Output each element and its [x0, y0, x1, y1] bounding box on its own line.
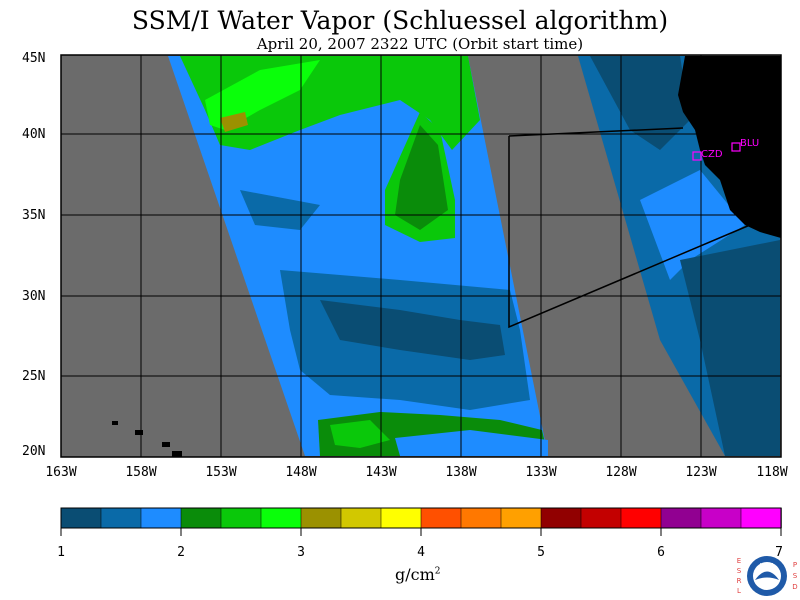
lat-label-40: 40N — [22, 127, 45, 142]
swath2-offshore-navy — [680, 240, 780, 456]
colorbar-unit: g/cm2 — [395, 565, 441, 584]
station-blu: BLU — [731, 138, 759, 152]
swath1-south-blue — [395, 430, 548, 456]
lon-label-163: 163W — [45, 465, 76, 480]
transect-north-line — [508, 127, 684, 137]
swath1-triangle-dark — [395, 125, 448, 230]
colorbar-tick-label: 2 — [177, 545, 185, 560]
station-czd: CZD — [692, 149, 723, 161]
colorbar-swatch — [460, 507, 502, 529]
map-subtitle: April 20, 2007 2322 UTC (Orbit start tim… — [256, 35, 584, 53]
lon-label-138: 138W — [445, 465, 476, 480]
colorbar-tick-label: 6 — [657, 545, 665, 560]
colorbar-swatch — [60, 507, 102, 529]
lat-label-30: 30N — [22, 289, 45, 304]
island-kauai — [112, 421, 118, 425]
logo-right-letter-1: S — [793, 572, 798, 580]
colorbar-swatch — [500, 507, 542, 529]
map-border — [60, 54, 782, 458]
colorbar — [60, 507, 782, 529]
swath1-south-light — [330, 420, 390, 448]
colorbar-unit-base: g/cm — [395, 565, 435, 584]
lat-label-45: 45N — [22, 51, 45, 66]
swath1-bright-north — [205, 60, 320, 130]
colorbar-swatch — [340, 507, 382, 529]
swath-1 — [168, 56, 548, 456]
lat-label-20: 20N — [22, 444, 45, 459]
lon-label-118: 118W — [756, 465, 787, 480]
lat-label-25: 25N — [22, 369, 45, 384]
colorbar-unit-exponent: 2 — [434, 566, 441, 577]
colorbar-swatch — [180, 507, 222, 529]
colorbar-swatch — [420, 507, 462, 529]
transect-line — [508, 136, 751, 329]
island-oahu — [135, 430, 143, 435]
swath1-olive — [220, 112, 248, 132]
swath1-mid-blue — [240, 190, 320, 230]
colorbar-swatch — [300, 507, 342, 529]
logo-left-letter-2: R — [737, 577, 742, 585]
lat-labels: 45N 40N 35N 30N 25N 20N — [22, 51, 45, 459]
colorbar-ticks: 1 2 3 4 5 6 7 — [57, 528, 783, 560]
colorbar-swatch — [100, 507, 142, 529]
colorbar-swatch — [700, 507, 742, 529]
lon-label-128: 128W — [605, 465, 636, 480]
station-czd-label: CZD — [701, 149, 723, 160]
island-maui — [162, 442, 170, 447]
graticule — [61, 55, 781, 457]
lat-label-35: 35N — [22, 208, 45, 223]
logo-right-letter-2: D — [792, 583, 797, 591]
logo-left-letter-0: E — [737, 557, 741, 565]
lon-label-158: 158W — [125, 465, 156, 480]
colorbar-swatch — [380, 507, 422, 529]
lon-labels: 163W 158W 153W 148W 143W 138W 133W 128W … — [45, 465, 787, 480]
colorbar-swatch — [220, 507, 262, 529]
logo-right-letter-0: P — [793, 561, 797, 569]
colorbar-tick-label: 5 — [537, 545, 545, 560]
colorbar-swatch — [140, 507, 182, 529]
colorbar-swatch — [620, 507, 662, 529]
colorbar-tick-label: 4 — [417, 545, 425, 560]
island-hawaii — [172, 451, 182, 457]
colorbar-tick-label: 1 — [57, 545, 65, 560]
station-czd-marker — [692, 151, 702, 161]
hawaiian-islands — [112, 421, 182, 457]
colorbar-swatch — [260, 507, 302, 529]
colorbar-swatch — [540, 507, 582, 529]
logo-left-letter-1: S — [737, 567, 742, 575]
colorbar-swatch — [580, 507, 622, 529]
lon-label-148: 148W — [285, 465, 316, 480]
logo-left-letters: E S R L — [737, 557, 742, 595]
lon-label-143: 143W — [365, 465, 396, 480]
land-california — [678, 56, 781, 238]
station-blu-label: BLU — [740, 138, 759, 149]
swath2-north-navy — [590, 56, 690, 150]
lon-label-123: 123W — [685, 465, 716, 480]
station-blu-marker — [731, 142, 741, 152]
lon-label-133: 133W — [525, 465, 556, 480]
lon-label-153: 153W — [205, 465, 236, 480]
logo-left-letter-3: L — [737, 587, 741, 595]
colorbar-tick-label: 3 — [297, 545, 305, 560]
noaa-emblem-text: NOAA — [760, 563, 775, 569]
colorbar-swatch — [660, 507, 702, 529]
map-title: SSM/I Water Vapor (Schluessel algorithm) — [131, 6, 669, 35]
noaa-emblem-bird — [755, 571, 779, 580]
colorbar-swatch — [740, 507, 782, 529]
swath2-light-coast — [640, 170, 745, 280]
colorbar-tick-label: 7 — [775, 545, 783, 560]
logo-right-letters: P S D — [792, 561, 797, 591]
noaa-esrl-psd-logo: E S R L P S D NOAA — [737, 556, 798, 596]
swath1-core-navy — [320, 300, 505, 360]
